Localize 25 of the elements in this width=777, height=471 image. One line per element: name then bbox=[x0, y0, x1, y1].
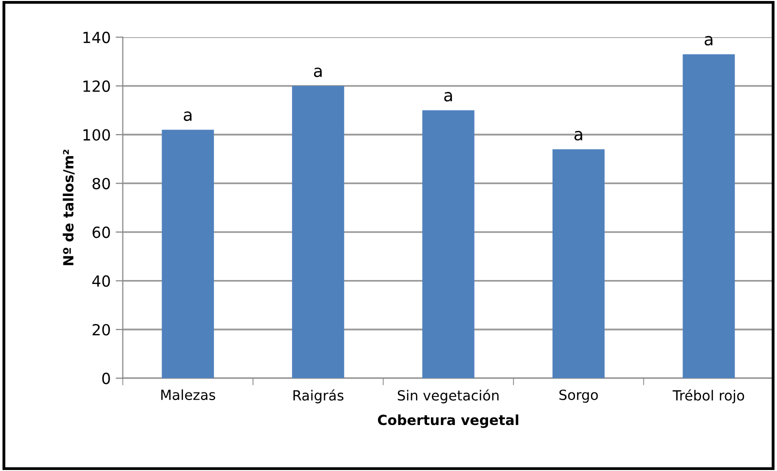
x-axis-title: Cobertura vegetal bbox=[378, 414, 518, 428]
bar bbox=[162, 130, 214, 378]
bar bbox=[422, 110, 474, 378]
annotation: a bbox=[314, 68, 322, 78]
y-tick-label: 100 bbox=[83, 129, 110, 141]
x-tick-label: Sin vegetación bbox=[398, 389, 499, 404]
x-tick-label: Raigrás bbox=[293, 389, 344, 404]
annotation: a bbox=[574, 130, 582, 140]
bar bbox=[552, 149, 605, 378]
y-tick-label: 80 bbox=[92, 178, 110, 190]
x-tick-label: Sorgo bbox=[559, 390, 598, 403]
y-tick-label: 140 bbox=[83, 32, 110, 44]
y-tick-label: 120 bbox=[83, 80, 110, 92]
y-tick-label: 60 bbox=[92, 226, 110, 238]
annotation: a bbox=[184, 111, 192, 121]
bar bbox=[292, 86, 344, 378]
x-tick-label: Trébol rojo bbox=[672, 389, 744, 404]
bar bbox=[682, 54, 735, 378]
y-tick-label: 20 bbox=[92, 324, 110, 336]
y-axis-title: Nº de tallos/m² bbox=[62, 150, 75, 266]
annotation: a bbox=[704, 36, 712, 46]
x-tick-label: Malezas bbox=[161, 389, 216, 400]
y-tick-label: 40 bbox=[92, 275, 110, 287]
annotation: a bbox=[444, 92, 452, 102]
y-tick-label: 0 bbox=[102, 372, 110, 384]
